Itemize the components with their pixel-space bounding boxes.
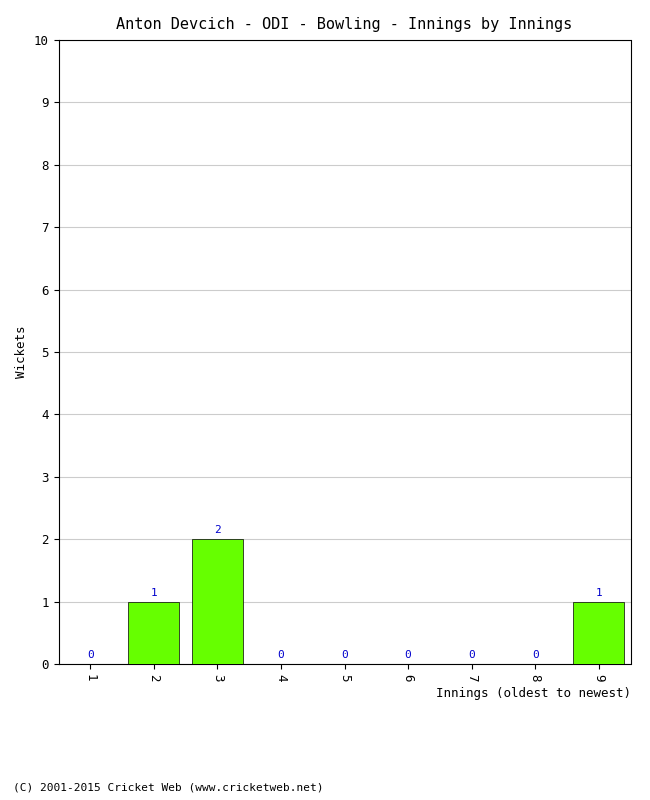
Text: 0: 0 — [532, 650, 539, 660]
Bar — [192, 539, 243, 664]
Text: 0: 0 — [341, 650, 348, 660]
Text: 2: 2 — [214, 526, 221, 535]
Title: Anton Devcich - ODI - Bowling - Innings by Innings: Anton Devcich - ODI - Bowling - Innings … — [116, 17, 573, 32]
Text: (C) 2001-2015 Cricket Web (www.cricketweb.net): (C) 2001-2015 Cricket Web (www.cricketwe… — [13, 782, 324, 792]
Bar — [573, 602, 624, 664]
X-axis label: Innings (oldest to newest): Innings (oldest to newest) — [436, 686, 630, 700]
Text: 0: 0 — [468, 650, 475, 660]
Bar — [129, 602, 179, 664]
Text: 0: 0 — [87, 650, 94, 660]
Text: 1: 1 — [595, 588, 602, 598]
Text: 0: 0 — [278, 650, 284, 660]
Text: 1: 1 — [150, 588, 157, 598]
Y-axis label: Wickets: Wickets — [15, 326, 28, 378]
Text: 0: 0 — [405, 650, 411, 660]
